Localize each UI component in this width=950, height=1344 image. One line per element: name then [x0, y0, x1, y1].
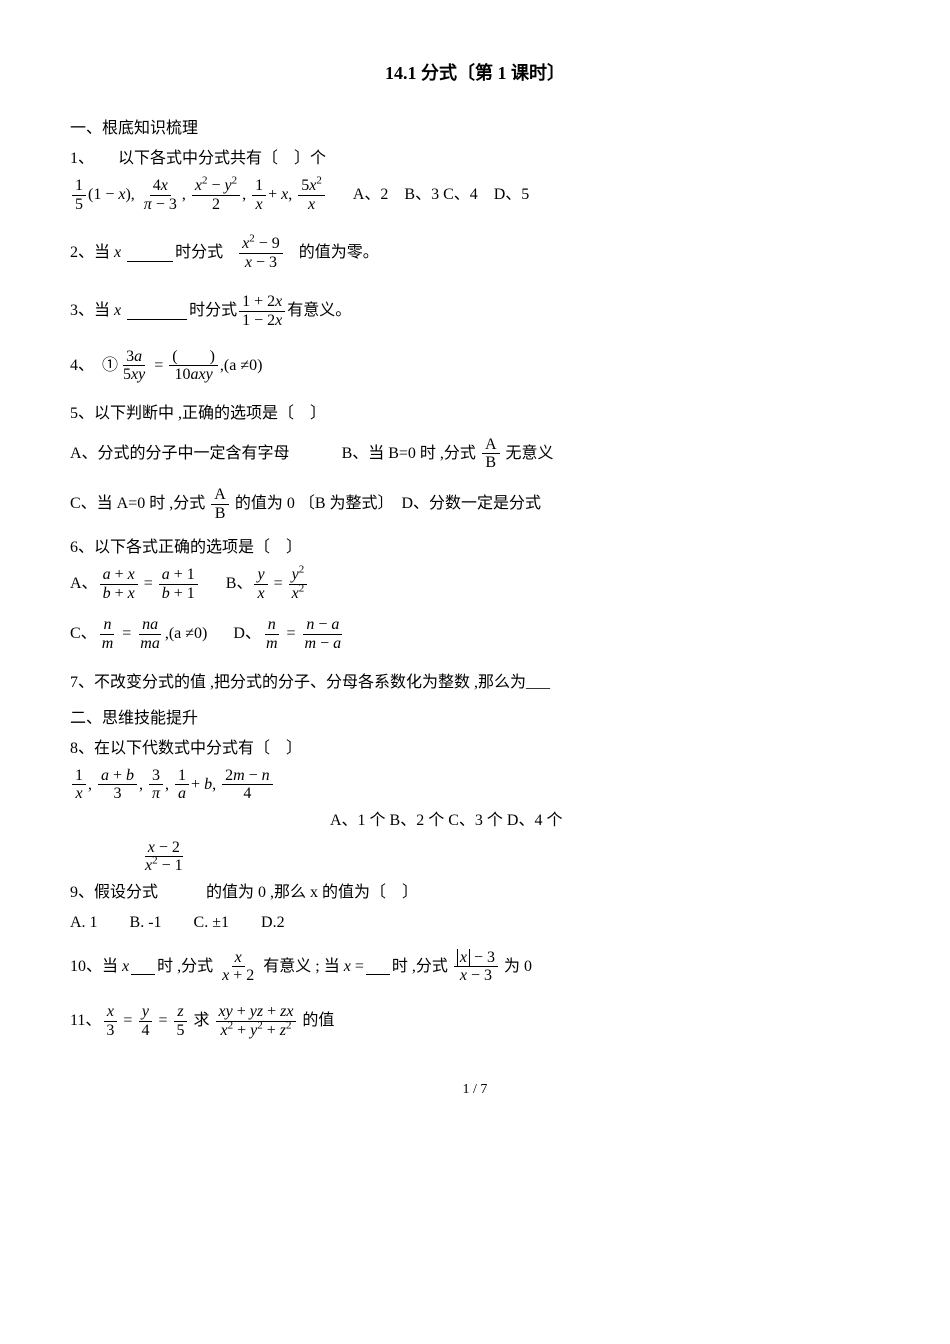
q3-blank: [127, 303, 187, 320]
q8-expr: 1x , a + b3 , 3π , 1a + b, 2m − n4: [70, 767, 880, 803]
q5-cd: C、当 A=0 时 ,分式 AB 的值为 0 〔B 为整式〕 D、分数一定是分式: [70, 486, 880, 522]
q10-blank2: [366, 958, 390, 975]
page-title: 14.1 分式〔第 1 课时〕: [70, 60, 880, 87]
q1-options: A、2 B、3 C、4 D、5: [353, 183, 529, 207]
q11: 11、 x3 = y4 = z5 求 xy + yz + zxx2 + y2 +…: [70, 1003, 880, 1039]
q9-stem: 9、假设分式 的值为 0 ,那么 x 的值为〔 〕: [70, 881, 880, 905]
q1-stem: 1、 以下各式中分式共有〔 〕个: [70, 147, 880, 171]
q7: 7、不改变分式的值 ,把分式的分子、分母各系数化为整数 ,那么为___: [70, 671, 880, 695]
q10: 10、当 x 时 ,分式 xx + 2 有意义 ; 当 x = 时 ,分式 x …: [70, 949, 880, 985]
q10-blank1: [131, 958, 155, 975]
q6-ab: A、 a + xb + x = a + 1b + 1 B、 yx = y2x2: [70, 566, 880, 602]
q2: 2、当 x 时分式 x2 − 9x − 3 的值为零。: [70, 235, 880, 271]
q9-frac: x − 2x2 − 1: [70, 839, 880, 875]
page-number: 1 / 7: [70, 1079, 880, 1100]
q1-expressions: 15 (1 − x), 4xπ − 3 , x2 − y22 , 1x + x,…: [70, 177, 880, 213]
q4: 4、 ① 3a5xy = ( )10axy ,(a ≠0): [70, 348, 880, 384]
section-a-heading: 一、根底知识梳理: [70, 117, 880, 141]
q5-stem: 5、以下判断中 ,正确的选项是〔 〕: [70, 402, 880, 426]
q9-options: A. 1 B. -1 C. ±1 D.2: [70, 911, 880, 935]
section-b-heading: 二、思维技能提升: [70, 707, 880, 731]
q2-blank: [127, 245, 173, 262]
q8-stem: 8、在以下代数式中分式有〔 〕: [70, 737, 880, 761]
q6-cd: C、 nm = nama ,(a ≠0) D、 nm = n − am − a: [70, 616, 880, 652]
q5-ab: A、分式的分子中一定含有字母 B、当 B=0 时 ,分式 AB 无意义: [70, 436, 880, 472]
q6-stem: 6、以下各式正确的选项是〔 〕: [70, 536, 880, 560]
q3: 3、当 x 时分式 1 + 2x1 − 2x 有意义。: [70, 293, 880, 329]
q8-options: A、1 个 B、2 个 C、3 个 D、4 个: [70, 809, 880, 833]
